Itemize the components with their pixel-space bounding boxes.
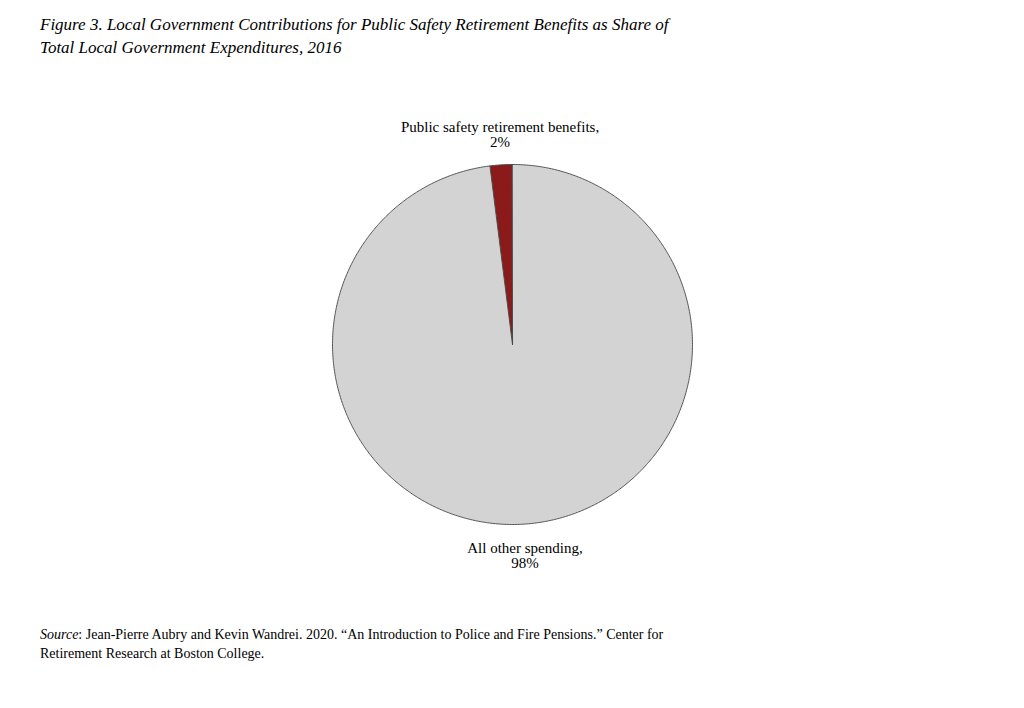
svg-text:Public safety retirement benef: Public safety retirement benefits,2% <box>401 119 599 150</box>
html-text:Figure 3. Local Government Con: Figure 3. Local Government Contributions… <box>40 15 669 57</box>
svg-text:All other spending,98%: All other spending,98% <box>467 540 582 571</box>
html-text:Source: Jean-Pierre Aubry and: Source: Jean-Pierre Aubry and Kevin Wand… <box>40 626 664 661</box>
